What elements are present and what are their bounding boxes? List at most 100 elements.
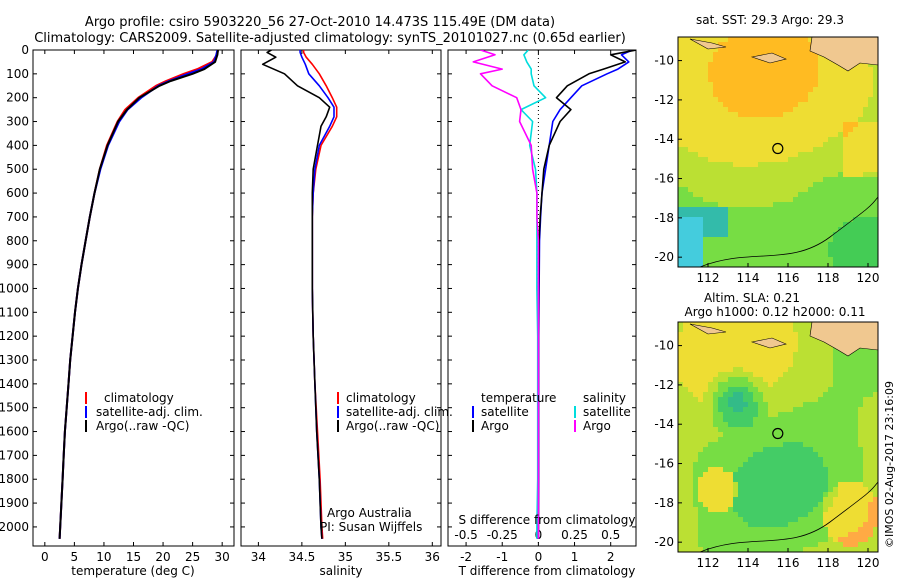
map-cell xyxy=(708,67,714,73)
map-cell xyxy=(738,532,744,538)
legend-label-climatology: climatology xyxy=(346,391,416,405)
map-cell xyxy=(753,67,759,73)
map-cell xyxy=(843,197,849,203)
map-cell xyxy=(828,92,834,98)
map-cell xyxy=(713,187,719,193)
map-cell xyxy=(853,177,859,183)
map-cell xyxy=(763,322,769,328)
map-cell xyxy=(843,237,849,243)
map-cell xyxy=(693,447,699,453)
map-cell xyxy=(723,522,729,528)
map-cell xyxy=(828,157,834,163)
map-x-tick-label: 112 xyxy=(697,556,720,570)
map-cell xyxy=(863,217,869,223)
map-cell xyxy=(718,157,724,163)
map-cell xyxy=(853,107,859,113)
map-cell xyxy=(798,372,804,378)
map-cell xyxy=(803,332,809,338)
map-cell xyxy=(773,247,779,253)
map-cell xyxy=(683,352,689,358)
map-cell xyxy=(763,72,769,78)
map-cell xyxy=(733,232,739,238)
map-cell xyxy=(753,542,759,548)
map-cell xyxy=(688,407,694,413)
map-cell xyxy=(693,202,699,208)
map-cell xyxy=(833,387,839,393)
map-cell xyxy=(713,322,719,328)
map-cell xyxy=(863,237,869,243)
map-cell xyxy=(838,92,844,98)
map-cell xyxy=(778,182,784,188)
map-cell xyxy=(768,547,774,552)
map-cell xyxy=(813,212,819,218)
map-cell xyxy=(698,447,704,453)
x-tick-label: 0 xyxy=(41,550,49,564)
map-cell xyxy=(808,497,814,503)
map-cell xyxy=(743,167,749,173)
map-cell xyxy=(873,547,878,552)
map-cell xyxy=(738,472,744,478)
map-cell xyxy=(818,97,824,103)
map-cell xyxy=(823,427,829,433)
map-cell xyxy=(823,247,829,253)
map-cell xyxy=(778,482,784,488)
map-cell xyxy=(718,42,724,48)
map-cell xyxy=(783,262,789,267)
map-cell xyxy=(813,412,819,418)
map-cell xyxy=(738,242,744,248)
map-cell xyxy=(763,462,769,468)
map-cell xyxy=(858,167,864,173)
map-cell xyxy=(818,447,824,453)
map-cell xyxy=(693,417,699,423)
map-cell xyxy=(793,497,799,503)
map-cell xyxy=(678,352,684,358)
map-cell xyxy=(833,517,839,523)
map-cell xyxy=(853,492,859,498)
map-cell xyxy=(808,52,814,58)
map-cell xyxy=(703,537,709,543)
map-cell xyxy=(768,347,774,353)
map-cell xyxy=(778,322,784,328)
map-cell xyxy=(833,497,839,503)
map-cell xyxy=(723,497,729,503)
map-cell xyxy=(693,72,699,78)
map-cell xyxy=(803,327,809,333)
map-cell xyxy=(828,152,834,158)
map-cell xyxy=(723,362,729,368)
map-cell xyxy=(808,247,814,253)
map-cell xyxy=(678,67,684,73)
map-cell xyxy=(753,92,759,98)
map-cell xyxy=(698,367,704,373)
map-cell xyxy=(738,212,744,218)
map-cell xyxy=(743,182,749,188)
map-cell xyxy=(783,97,789,103)
map-cell xyxy=(748,342,754,348)
map-cell xyxy=(713,492,719,498)
map-cell xyxy=(758,162,764,168)
map-cell xyxy=(718,37,724,43)
map-cell xyxy=(738,517,744,523)
map-cell xyxy=(733,222,739,228)
map-cell xyxy=(828,67,834,73)
map-cell xyxy=(823,497,829,503)
map-cell xyxy=(683,187,689,193)
map-cell xyxy=(783,202,789,208)
map-cell xyxy=(798,387,804,393)
map-cell xyxy=(803,457,809,463)
map-cell xyxy=(723,492,729,498)
map-cell xyxy=(808,502,814,508)
map-cell xyxy=(683,167,689,173)
map-cell xyxy=(813,57,819,63)
map-cell xyxy=(713,237,719,243)
map-cell xyxy=(773,372,779,378)
map-cell xyxy=(753,137,759,143)
map-cell xyxy=(688,47,694,53)
map-cell xyxy=(848,467,854,473)
map-cell xyxy=(768,407,774,413)
map-cell xyxy=(758,62,764,68)
map-cell xyxy=(853,407,859,413)
map-cell xyxy=(768,462,774,468)
map-cell xyxy=(818,397,824,403)
map-cell xyxy=(813,192,819,198)
map-cell xyxy=(708,532,714,538)
